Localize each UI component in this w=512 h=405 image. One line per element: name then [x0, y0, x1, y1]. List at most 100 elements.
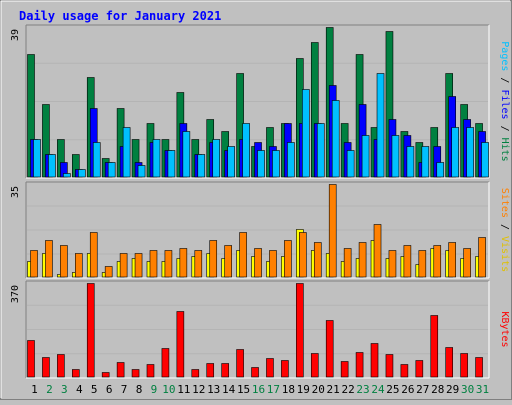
x-tick-label: 11	[177, 383, 190, 396]
x-tick-label: 9	[151, 383, 158, 396]
bar-kbytes-day-31	[475, 357, 483, 378]
bar-sites-day-2	[45, 240, 53, 278]
x-tick-label: 27	[416, 383, 429, 396]
x-tick-label: 25	[386, 383, 399, 396]
bar-sites-day-5	[89, 232, 98, 278]
chart-title: Daily usage for January 2021	[19, 9, 221, 23]
bar-sites-day-25	[388, 250, 397, 278]
bar-pages-day-20	[316, 123, 325, 178]
legend-part: /	[499, 120, 510, 138]
panel-kbytes: 370 KBytes	[10, 280, 510, 379]
legend-part: /	[499, 71, 510, 89]
bar-pages-day-27	[421, 146, 430, 178]
series-kbytes	[27, 283, 483, 378]
bar-kbytes-day-21	[325, 320, 334, 378]
bar-sites-day-10	[164, 250, 173, 278]
bar-kbytes-day-10	[161, 348, 170, 378]
legend-part: Files	[499, 89, 510, 119]
bar-pages-day-16	[257, 150, 265, 178]
bar-sites-day-3	[60, 245, 68, 278]
x-tick-label: 20	[312, 383, 325, 396]
bar-kbytes-day-30	[460, 353, 468, 378]
bar-pages-day-17	[272, 150, 280, 178]
bar-pages-day-7	[122, 127, 131, 178]
legend-part: Hits	[499, 138, 510, 162]
x-tick-label: 23	[356, 383, 369, 396]
bar-sites-day-1	[30, 250, 38, 278]
bar-sites-day-26	[403, 245, 412, 278]
bar-pages-day-14	[227, 146, 235, 178]
x-tick-label: 18	[282, 383, 295, 396]
bar-sites-day-15	[239, 232, 247, 278]
bar-sites-day-9	[149, 250, 158, 278]
bar-pages-day-23	[361, 135, 370, 178]
bar-sites-day-22	[343, 248, 352, 278]
bar-pages-day-9	[152, 139, 161, 178]
bar-kbytes-day-22	[340, 361, 349, 378]
bar-kbytes-day-6	[101, 372, 110, 378]
x-tick-label: 30	[461, 383, 474, 396]
x-tick-label: 21	[327, 383, 340, 396]
legend-part: KBytes	[499, 311, 510, 347]
bar-kbytes-day-2	[42, 357, 50, 378]
x-tick-label: 2	[46, 383, 53, 396]
bar-sites-day-12	[194, 250, 203, 278]
bar-pages-day-19	[302, 89, 310, 178]
bar-kbytes-day-7	[116, 362, 125, 378]
series-legend-hits-files-pages: Pages / Files / Hits	[499, 41, 510, 161]
x-tick-label: 4	[76, 383, 83, 396]
bar-kbytes-day-13	[206, 363, 215, 378]
bar-kbytes-day-29	[445, 347, 453, 378]
bar-sites-day-23	[358, 242, 367, 278]
bar-kbytes-day-28	[430, 315, 439, 378]
panel-hits-files-pages: 39 Pages / Files / Hits	[10, 24, 510, 179]
bar-pages-day-22	[346, 150, 355, 178]
bar-pages-day-1	[33, 139, 41, 178]
x-tick-label: 24	[371, 383, 385, 396]
bar-pages-day-8	[137, 165, 146, 178]
bar-pages-day-18	[287, 142, 295, 178]
bar-kbytes-day-19	[296, 283, 304, 378]
x-tick-label: 7	[121, 383, 128, 396]
bar-kbytes-day-24	[370, 343, 379, 378]
bar-sites-day-28	[433, 245, 442, 278]
series-legend-kbytes: KBytes	[499, 311, 510, 347]
bar-pages-day-21	[331, 100, 340, 178]
bar-pages-day-26	[406, 146, 415, 178]
bar-kbytes-day-25	[385, 354, 394, 378]
legend-part: Sites	[499, 188, 510, 218]
x-tick-label: 22	[341, 383, 354, 396]
bar-pages-day-25	[391, 135, 400, 178]
chart-panels: 39 Pages / Files / Hits 35 Sites / Visits 37…	[10, 24, 510, 379]
bar-sites-day-13	[209, 240, 218, 278]
bar-sites-day-4	[75, 253, 83, 278]
bar-kbytes-day-4	[72, 369, 80, 378]
bar-pages-day-30	[466, 127, 474, 178]
x-tick-label: 28	[431, 383, 444, 396]
series-pages	[33, 73, 489, 178]
bar-sites-day-20	[313, 242, 322, 278]
x-tick-label: 16	[252, 383, 265, 396]
x-tick-label: 14	[222, 383, 236, 396]
bar-kbytes-day-17	[266, 358, 274, 378]
y-max-label: 370	[10, 285, 21, 303]
legend-part: /	[499, 218, 510, 236]
bar-kbytes-day-16	[251, 367, 259, 378]
bar-sites-day-29	[448, 242, 456, 278]
series-legend-visits-sites: Sites / Visits	[499, 188, 510, 272]
bar-sites-day-7	[119, 253, 128, 278]
bar-kbytes-day-11	[176, 311, 185, 378]
bar-pages-day-5	[92, 142, 101, 178]
x-tick-label: 1	[31, 383, 38, 396]
bar-pages-day-12	[197, 154, 206, 178]
x-tick-label: 5	[91, 383, 98, 396]
x-tick-label: 31	[476, 383, 489, 396]
x-tick-label: 15	[237, 383, 250, 396]
bar-sites-day-14	[224, 245, 232, 278]
bar-sites-day-24	[373, 224, 382, 278]
bar-sites-day-16	[254, 248, 262, 278]
x-tick-label: 17	[267, 383, 280, 396]
bar-kbytes-day-20	[310, 353, 319, 378]
bar-sites-day-8	[134, 253, 143, 278]
